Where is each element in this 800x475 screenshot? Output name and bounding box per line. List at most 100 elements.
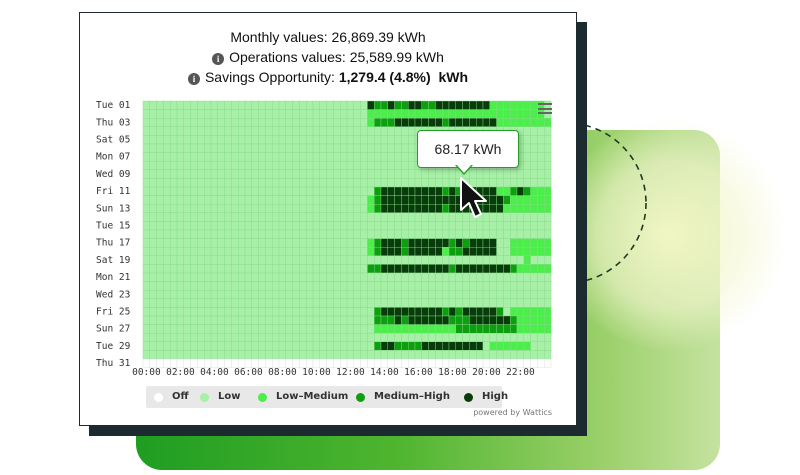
heatmap-cell[interactable] [408,333,416,343]
heatmap-cell[interactable] [448,290,457,300]
heatmap-cell[interactable] [448,324,457,334]
heatmap-cell[interactable] [435,109,443,119]
heatmap-cell[interactable] [169,212,178,222]
heatmap-cell[interactable] [333,135,341,145]
heatmap-cell[interactable] [414,298,423,308]
heatmap-cell[interactable] [197,281,205,291]
heatmap-cell[interactable] [244,298,253,308]
heatmap-cell[interactable] [244,221,253,231]
heatmap-cell[interactable] [292,160,300,170]
heatmap-cell[interactable] [360,152,368,162]
heatmap-cell[interactable] [203,264,212,274]
heatmap-cell[interactable] [489,109,497,119]
heatmap-cell[interactable] [237,160,246,170]
heatmap-cell[interactable] [469,350,477,360]
heatmap-cell[interactable] [544,152,552,162]
heatmap-cell[interactable] [469,117,477,127]
heatmap-cell[interactable] [163,152,171,162]
heatmap-cell[interactable] [210,169,219,179]
heatmap-cell[interactable] [217,281,225,291]
heatmap-cell[interactable] [353,186,361,196]
heatmap-cell[interactable] [176,324,185,334]
heatmap-cell[interactable] [360,290,368,300]
heatmap-cell[interactable] [510,246,518,256]
heatmap-cell[interactable] [346,229,355,239]
heatmap-cell[interactable] [224,212,232,222]
heatmap-cell[interactable] [380,135,389,145]
heatmap-cell[interactable] [210,152,219,162]
heatmap-cell[interactable] [285,298,293,308]
heatmap-cell[interactable] [224,333,232,343]
heatmap-cell[interactable] [203,255,212,265]
heatmap-cell[interactable] [319,229,327,239]
heatmap-cell[interactable] [312,281,321,291]
heatmap-cell[interactable] [523,126,531,136]
heatmap-cell[interactable] [142,350,151,360]
heatmap-cell[interactable] [176,100,185,110]
heatmap-cell[interactable] [428,272,436,282]
heatmap-cell[interactable] [237,341,246,351]
heatmap-cell[interactable] [489,100,497,110]
heatmap-cell[interactable] [176,238,185,248]
heatmap-cell[interactable] [203,203,212,213]
heatmap-cell[interactable] [544,221,552,231]
heatmap-cell[interactable] [367,333,375,343]
heatmap-cell[interactable] [482,264,491,274]
heatmap-cell[interactable] [401,255,409,265]
heatmap-cell[interactable] [149,178,157,188]
heatmap-cell[interactable] [305,246,314,256]
heatmap-cell[interactable] [305,117,314,127]
heatmap-cell[interactable] [251,264,259,274]
heatmap-cell[interactable] [231,290,239,300]
heatmap-cell[interactable] [176,298,185,308]
heatmap-cell[interactable] [251,203,259,213]
heatmap-cell[interactable] [237,264,246,274]
heatmap-cell[interactable] [156,152,164,162]
heatmap-cell[interactable] [346,281,355,291]
heatmap-cell[interactable] [374,212,382,222]
heatmap-cell[interactable] [217,264,225,274]
heatmap-cell[interactable] [503,246,511,256]
heatmap-cell[interactable] [537,203,545,213]
heatmap-cell[interactable] [537,178,545,188]
heatmap-cell[interactable] [367,117,375,127]
heatmap-cell[interactable] [299,246,307,256]
heatmap-cell[interactable] [394,100,402,110]
heatmap-cell[interactable] [414,264,423,274]
heatmap-cell[interactable] [231,315,239,325]
heatmap-cell[interactable] [353,255,361,265]
heatmap-cell[interactable] [401,298,409,308]
heatmap-cell[interactable] [271,126,280,136]
heatmap-cell[interactable] [380,109,389,119]
heatmap-cell[interactable] [319,350,327,360]
heatmap-cell[interactable] [380,143,389,153]
heatmap-cell[interactable] [305,324,314,334]
heatmap-cell[interactable] [149,246,157,256]
heatmap-cell[interactable] [299,315,307,325]
heatmap-cell[interactable] [292,272,300,282]
heatmap-cell[interactable] [319,246,327,256]
heatmap-cell[interactable] [278,135,287,145]
heatmap-cell[interactable] [421,221,429,231]
heatmap-cell[interactable] [516,100,525,110]
heatmap-cell[interactable] [217,178,225,188]
heatmap-cell[interactable] [176,117,185,127]
heatmap-cell[interactable] [258,315,266,325]
heatmap-cell[interactable] [510,169,518,179]
heatmap-cell[interactable] [544,238,552,248]
heatmap-cell[interactable] [292,117,300,127]
heatmap-cell[interactable] [231,281,239,291]
heatmap-cell[interactable] [258,169,266,179]
heatmap-cell[interactable] [374,255,382,265]
heatmap-cell[interactable] [333,315,341,325]
heatmap-cell[interactable] [183,178,191,188]
heatmap-cell[interactable] [312,186,321,196]
heatmap-cell[interactable] [183,350,191,360]
heatmap-cell[interactable] [469,281,477,291]
heatmap-cell[interactable] [163,160,171,170]
heatmap-cell[interactable] [169,178,178,188]
heatmap-cell[interactable] [333,298,341,308]
heatmap-cell[interactable] [312,221,321,231]
heatmap-cell[interactable] [544,126,552,136]
heatmap-cell[interactable] [462,350,470,360]
